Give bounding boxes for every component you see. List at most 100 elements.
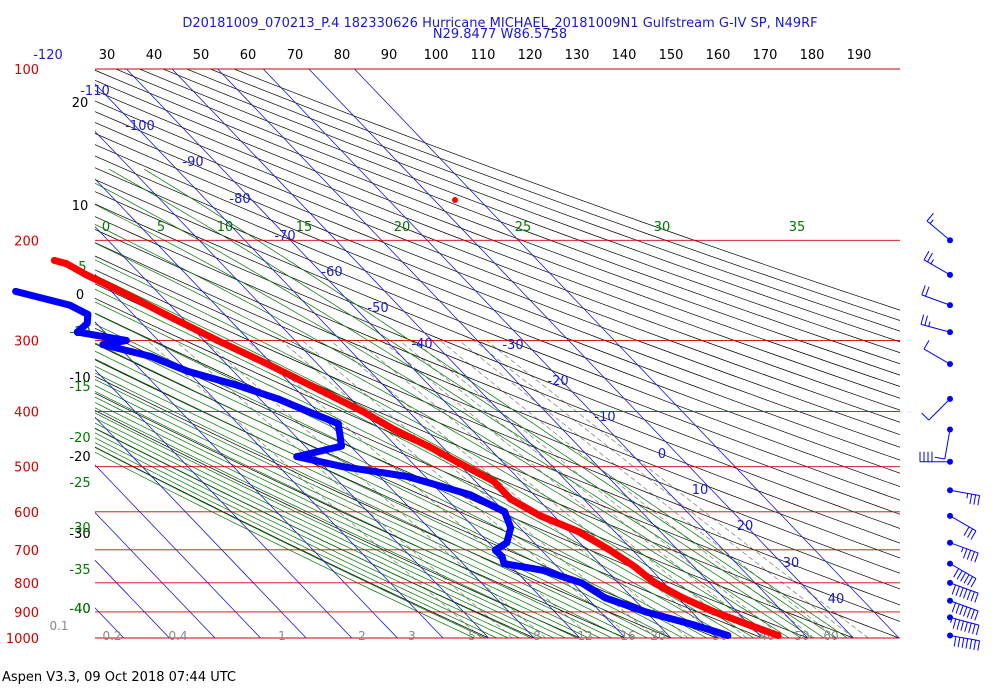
height-label: 0: [76, 288, 84, 303]
isotherm-label: -70: [274, 229, 295, 244]
dewpoint-profile-point: [234, 382, 242, 389]
pressure-label: 100: [14, 63, 39, 78]
isotherm-label: -100: [125, 119, 155, 134]
dry-adiabat-line: [95, 133, 900, 448]
wind-barb-half: [928, 321, 931, 327]
wind-barb-flag: [959, 587, 964, 598]
temperature-profile-point: [536, 512, 544, 520]
dry-adiabat-line: [232, 69, 900, 311]
wind-barb-flag: [923, 250, 930, 261]
wind-barb-staff: [920, 323, 951, 333]
wind-barb-point: [947, 395, 953, 402]
dewpoint-profile-point: [293, 453, 301, 461]
dry-adiabat-line: [138, 69, 900, 354]
theta-top-label: 100: [424, 48, 449, 63]
wind-barb-flag: [963, 574, 970, 584]
dry-adiabat-line: [95, 255, 900, 590]
isotherm-line: [95, 83, 626, 638]
dewpoint-profile-point: [601, 594, 609, 602]
isotherm-label: -30: [502, 338, 523, 353]
wind-barb-staff: [921, 294, 951, 306]
dry-adiabat-line: [95, 283, 900, 622]
dewpoint-profile-point: [501, 508, 509, 516]
moist-adiabat-label: 10: [217, 220, 234, 235]
wind-barb-flag: [977, 640, 981, 651]
isotherm-line: [95, 226, 490, 638]
dewpoint-profile-point: [336, 431, 344, 439]
height-label: -30: [69, 527, 90, 542]
wind-barb-point: [947, 560, 953, 567]
dry-adiabat-line: [95, 144, 900, 461]
dewpoint-profile-point: [73, 328, 81, 336]
dry-adiabat-line: [95, 122, 900, 436]
dewpoint-profile-point: [503, 539, 511, 547]
wind-barb-point: [947, 579, 953, 586]
wind-barb-flag: [926, 213, 934, 222]
isotherm-label: 10: [692, 483, 709, 498]
dewpoint-profile-point: [84, 310, 92, 318]
wind-barb-flag: [925, 286, 930, 297]
wind-barb-flag: [969, 639, 973, 650]
temperature-profile-point: [214, 337, 222, 344]
wind-barb-staff: [923, 259, 951, 276]
wind-barb-flag: [960, 620, 965, 631]
moist-adiabat-label: 20: [394, 220, 411, 235]
temperature-profile-point: [424, 442, 432, 450]
temperature-profile-point: [264, 360, 271, 368]
moist-adiabat-line: [95, 323, 720, 638]
dry-adiabat-line: [95, 446, 490, 638]
dry-adiabat-line: [95, 155, 900, 474]
moist-adiabat-label: 30: [654, 220, 671, 235]
moist-adiabat-label: 5: [157, 220, 165, 235]
wind-barb-flag: [959, 605, 964, 616]
mixing-ratio-line: [439, 340, 815, 638]
wind-barb-flag: [974, 592, 979, 603]
pressure-label: 600: [14, 506, 39, 521]
mixing-ratio-label: 5: [468, 629, 476, 643]
dewpoint-profile-point: [83, 319, 91, 327]
theta-top-label: -120: [33, 48, 63, 63]
wind-barb-flag: [951, 602, 957, 613]
wind-barb-staff: [949, 616, 980, 626]
dewpoint-profile-point: [507, 524, 515, 532]
wind-barb-flag: [967, 528, 973, 538]
wetbulb-label: -20: [69, 431, 90, 446]
wind-barb-point: [947, 539, 953, 546]
wind-barb-flag: [924, 315, 928, 326]
temperature-profile-point: [161, 310, 169, 318]
wind-barb-flag: [970, 530, 977, 540]
dewpoint-profile-point: [538, 566, 546, 574]
dewpoint-profile-point: [492, 546, 499, 554]
wind-barb-flag: [952, 618, 957, 629]
dry-adiabat-line: [95, 428, 536, 638]
wind-barb-flag: [921, 412, 930, 421]
dry-adiabat-line: [95, 216, 900, 544]
theta-top-label: 150: [659, 48, 684, 63]
temperature-profile-point: [631, 563, 639, 571]
dewpoint-profile-point: [691, 621, 699, 629]
theta-top-label: 80: [334, 48, 351, 63]
wind-barb-flag: [965, 638, 969, 649]
wind-barb-point: [947, 458, 953, 465]
wind-barb-flag: [927, 252, 933, 263]
temperature-profile-point: [606, 546, 613, 554]
temperature-profile-point: [307, 382, 315, 389]
dry-adiabat-line: [95, 229, 900, 559]
isotherm-label: 30: [783, 556, 800, 571]
wind-barb-flag: [963, 606, 968, 617]
mixing-ratio-label: 16: [620, 629, 635, 643]
wind-barb-flag: [957, 637, 961, 648]
wind-barb-point: [947, 426, 953, 433]
wind-barb-flag: [966, 550, 972, 560]
theta-top-label: 30: [99, 48, 116, 63]
dewpoint-profile-point: [339, 463, 347, 471]
pressure-label: 400: [14, 406, 39, 421]
mixing-ratio-label: 3: [408, 629, 416, 643]
mixing-ratio-line: [486, 340, 869, 638]
wind-barb-flag: [973, 639, 977, 650]
chart-subtitle: N29.8477 W86.5758: [432, 27, 568, 42]
wind-barb-flag: [970, 578, 977, 588]
dry-adiabat-line: [95, 111, 900, 423]
dewpoint-profile-point: [334, 420, 342, 428]
wind-barb-flag: [970, 609, 975, 620]
